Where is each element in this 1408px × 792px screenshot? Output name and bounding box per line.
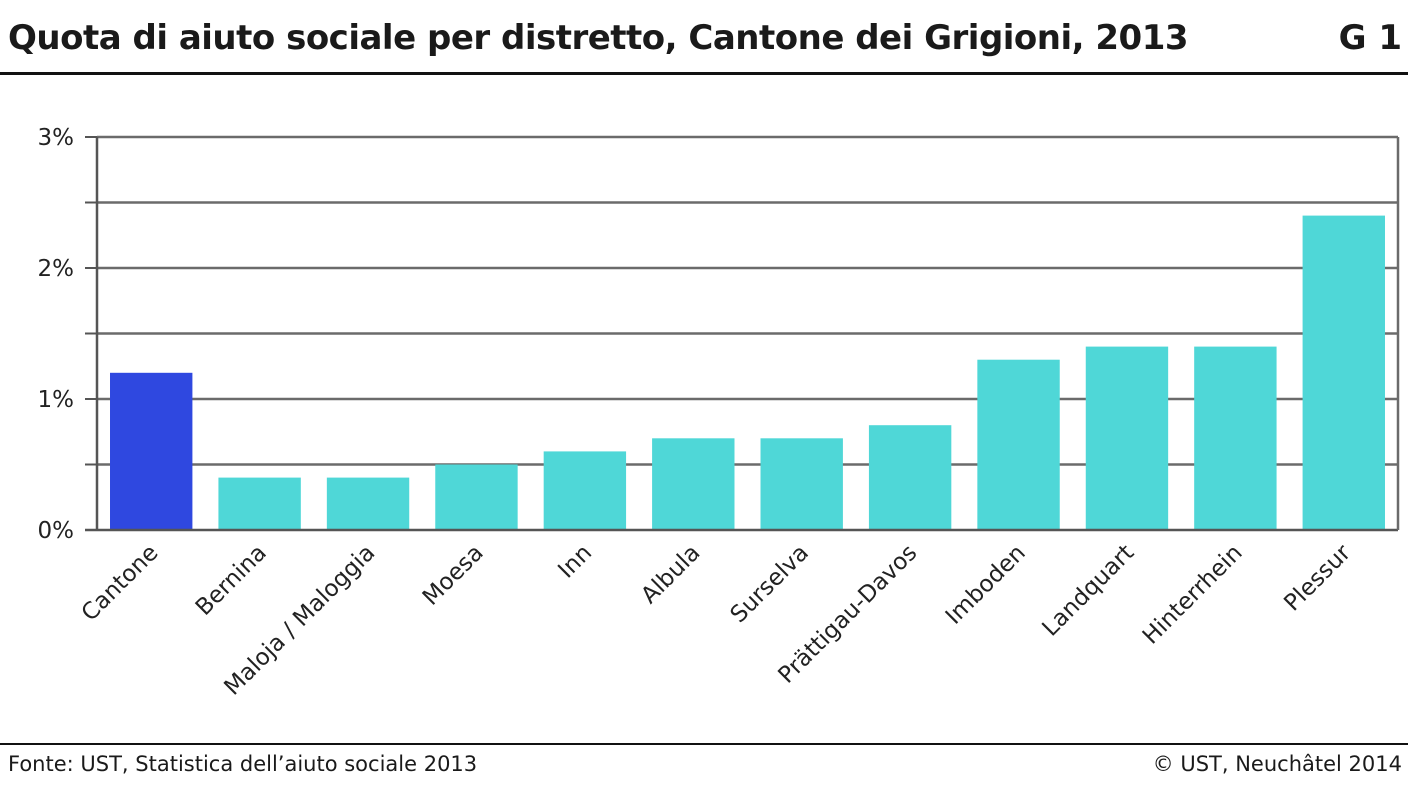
axis-layer: [85, 136, 1400, 532]
y-tick-label: 2%: [38, 256, 75, 282]
y-tick-label: 3%: [38, 125, 75, 151]
x-tick-label: Surselva: [726, 540, 814, 628]
x-tick-label: Inn: [553, 540, 597, 584]
bar-cantone: [110, 372, 193, 530]
bar-hinterrhein: [1194, 346, 1277, 530]
footer-rule: [0, 743, 1408, 745]
figure-id: G 1: [1338, 18, 1402, 58]
chart-header: Quota di aiuto sociale per distretto, Ca…: [0, 0, 1408, 76]
grid-layer: [97, 135, 1398, 466]
bar-maloja-maloggia: [326, 477, 410, 530]
bar-layer: [110, 215, 1385, 530]
bar-plessur: [1302, 215, 1385, 530]
bar-inn: [543, 451, 627, 530]
bar-pr-ttigau-davos: [868, 425, 952, 530]
y-tick-label: 1%: [38, 387, 75, 413]
x-tick-label: Albula: [636, 540, 705, 609]
x-tick-label: Moesa: [418, 540, 489, 611]
x-tick-label: Bernina: [191, 540, 272, 621]
bar-moesa: [435, 464, 518, 530]
x-tick-label: Plessur: [1279, 539, 1356, 616]
bar-albula: [652, 438, 735, 530]
x-tick-label: Imboden: [941, 540, 1031, 630]
bar-surselva: [760, 438, 843, 530]
source-note: Fonte: UST, Statistica dell’aiuto social…: [8, 752, 478, 776]
bar-imboden: [977, 359, 1060, 530]
copyright-note: © UST, Neuchâtel 2014: [1152, 752, 1402, 776]
bar-landquart: [1085, 346, 1169, 530]
x-tick-label: Landquart: [1037, 540, 1139, 642]
x-tick-label: Cantone: [77, 540, 164, 627]
header-rule: [0, 72, 1408, 75]
y-tick-label: 0%: [38, 518, 75, 544]
bar-bernina: [218, 477, 301, 530]
chart-title: Quota di aiuto sociale per distretto, Ca…: [8, 18, 1189, 58]
x-tick-label: Hinterrhein: [1138, 540, 1248, 650]
